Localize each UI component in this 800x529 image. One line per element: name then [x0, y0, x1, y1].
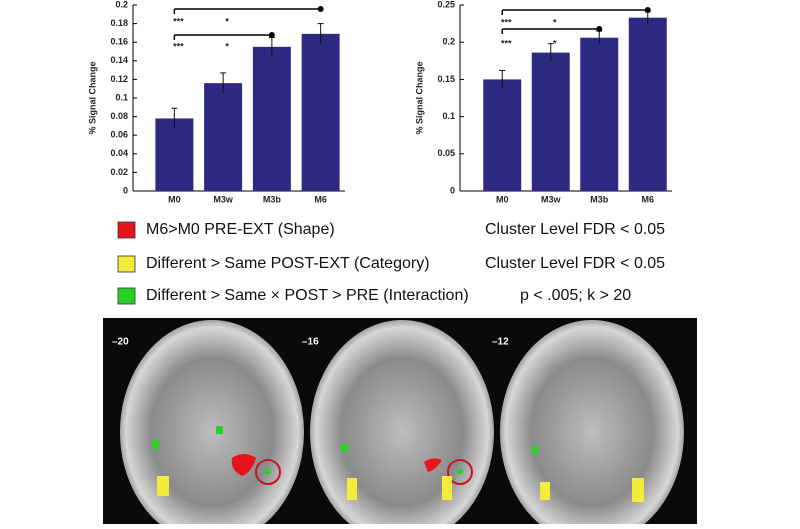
activation-blob [231, 454, 256, 476]
y-tick-label: 0.25 [437, 0, 455, 9]
x-tick-label: M3w [213, 194, 234, 204]
y-tick-label: 0.1 [115, 92, 128, 102]
bar [628, 17, 667, 192]
x-tick-label: M0 [496, 194, 509, 204]
activation-blob [632, 478, 644, 502]
significance-label: *** [173, 41, 184, 51]
legend-threshold: Cluster Level FDR < 0.05 [485, 221, 665, 238]
activation-blob [157, 476, 169, 496]
slice-label: –20 [112, 337, 129, 348]
y-tick-label: 0.2 [115, 0, 128, 9]
activation-blob [457, 469, 463, 474]
bar [301, 33, 340, 191]
y-tick-label: 0.02 [110, 167, 128, 177]
activation-blob [347, 478, 357, 500]
x-tick-label: M0 [168, 194, 181, 204]
activation-blob [216, 426, 223, 434]
y-tick-label: 0 [123, 185, 128, 195]
bar [252, 46, 291, 191]
x-tick-label: M3w [541, 194, 562, 204]
y-tick-label: 0.08 [110, 111, 128, 121]
y-tick-label: 0.18 [110, 18, 128, 28]
legend-swatch [117, 287, 136, 305]
y-tick-label: 0 [450, 185, 455, 195]
x-tick-label: M6 [314, 194, 327, 204]
legend-label: M6>M0 PRE-EXT (Shape) [146, 221, 335, 238]
legend-threshold: p < .005; k > 20 [520, 287, 631, 304]
brain-images [120, 320, 684, 529]
legend-label: Different > Same POST-EXT (Category) [146, 255, 430, 272]
x-tick-label: M6 [641, 194, 654, 204]
y-tick-label: 0.15 [437, 74, 455, 84]
error-bar [499, 69, 506, 89]
highlight-circle [255, 459, 281, 485]
bar [483, 79, 522, 191]
bar [155, 118, 194, 191]
error-bar [547, 43, 554, 62]
y-tick-label: 0.12 [110, 74, 128, 84]
significance-label: * [225, 16, 229, 26]
bar [204, 83, 243, 191]
y-axis-label: % Signal Change [87, 61, 97, 134]
significance-bracket-dot [644, 7, 651, 13]
legend-threshold: Cluster Level FDR < 0.05 [485, 255, 665, 272]
activation-blob [532, 446, 538, 454]
y-tick-label: 0.16 [110, 37, 128, 47]
activation-blob [442, 476, 452, 500]
activation-blob [540, 482, 550, 500]
brain-slice-image [500, 320, 684, 529]
activation-blob [265, 469, 271, 474]
significance-label: *** [173, 16, 184, 26]
y-axis-label: % Signal Change [414, 61, 424, 134]
significance-bracket-dot [317, 6, 324, 12]
error-bar [171, 107, 178, 129]
significance-bracket-dot [268, 32, 275, 38]
legend-swatch [117, 221, 136, 239]
significance-bracket-dot [596, 26, 603, 32]
legend-label: Different > Same × POST > PRE (Interacti… [146, 287, 469, 304]
legend-swatch [117, 255, 136, 273]
significance-label: * [553, 38, 557, 48]
significance-label: *** [501, 17, 512, 27]
activation-blob [424, 458, 442, 472]
highlight-circle [447, 459, 473, 485]
y-tick-label: 0.05 [437, 148, 455, 158]
slice-label: –16 [302, 337, 319, 348]
error-bar [317, 23, 324, 45]
x-tick-label: M3b [263, 194, 282, 204]
bar [580, 37, 619, 192]
slice-label: –12 [492, 337, 509, 348]
y-tick-label: 0.06 [110, 130, 128, 140]
bar [531, 52, 570, 192]
y-tick-label: 0.14 [110, 55, 128, 65]
y-tick-label: 0.2 [442, 37, 455, 47]
activation-blob [152, 440, 159, 449]
y-tick-label: 0.1 [442, 111, 455, 121]
x-tick-label: M3b [590, 194, 609, 204]
error-bar [220, 72, 227, 94]
y-tick-label: 0.04 [110, 148, 128, 158]
activation-blob [341, 444, 348, 452]
significance-label: *** [501, 38, 512, 48]
significance-label: * [553, 17, 557, 27]
significance-label: * [225, 41, 229, 51]
